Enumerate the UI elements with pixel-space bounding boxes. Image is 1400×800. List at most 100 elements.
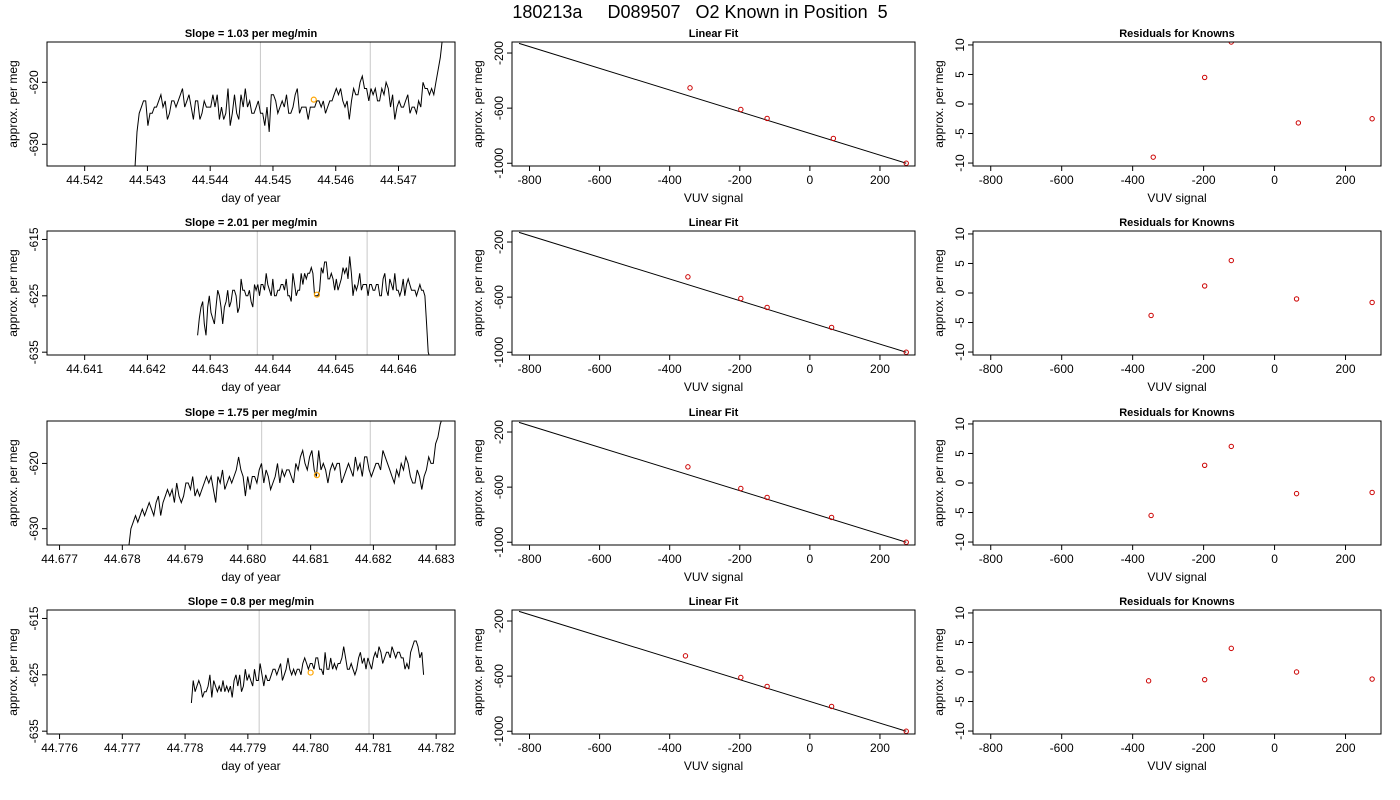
x-tick-label: 200 [870,173,890,187]
y-tick-label: 10 [953,38,967,52]
data-point [1293,296,1300,302]
y-axis-label: approx. per meg [932,628,946,715]
y-tick-label: -1000 [492,337,506,368]
y-tick-label: 0 [953,289,967,296]
x-tick-label: 44.678 [104,552,141,566]
x-tick-label: -200 [728,552,752,566]
y-tick-label: 10 [953,227,967,241]
trace-panel: Slope = 2.01 per meg/min 44.641 44.642 44.6… [6,217,456,394]
x-tick-label: -400 [1121,741,1145,755]
x-tick-label: 200 [870,362,890,376]
residual-panel: Residuals for Knowns -800 -600 -400 -200 0 200… [932,407,1382,584]
x-tick-label: 44.547 [380,173,417,187]
plot-frame [511,420,916,546]
y-axis-label: approx. per meg [471,628,485,715]
plot-frame [46,230,456,356]
x-tick-label: -600 [1050,362,1074,376]
fit-panel: Linear Fit -800 -600 -400 -200 0 200 -200 -600 -1… [471,28,916,205]
data-point [764,683,770,690]
data-point [682,653,689,659]
plot-frame [46,41,456,167]
x-tick-label: -800 [979,741,1003,755]
data-point [828,324,835,331]
plot-frame [972,609,1382,735]
x-tick-label: 44.643 [192,362,229,376]
x-tick-label: 200 [870,741,890,755]
x-tick-label: -600 [1050,173,1074,187]
x-tick-label: 44.782 [418,741,455,755]
residual-panel: Residuals for Knowns -800 -600 -400 -200 0 200… [932,217,1382,394]
plot-frame [972,230,1382,356]
panel-title: Residuals for Knowns [1119,407,1235,419]
panel-title: Slope = 0.8 per meg/min [188,596,315,608]
data-point [1369,299,1375,306]
x-tick-label: 44.781 [355,741,392,755]
x-tick-label: 0 [807,552,814,566]
y-tick-label: -1000 [492,716,506,747]
x-tick-label: 44.780 [292,741,329,755]
data-point [685,464,691,470]
plot-frame [972,420,1382,546]
panel-title: Residuals for Knowns [1119,28,1235,40]
fit-panel: Linear Fit -800 -600 -400 -200 0 200 -200 -600 -1… [471,596,916,773]
x-tick-label: -400 [1121,362,1145,376]
x-tick-label: 44.542 [66,173,103,187]
panel-title: Residuals for Knowns [1119,596,1235,608]
x-tick-label: -400 [658,173,682,187]
data-point [1369,676,1375,682]
data-trace-line [134,42,443,166]
x-tick-label: 0 [807,741,814,755]
x-tick-label: -200 [1192,362,1216,376]
fit-panel: Linear Fit -800 -600 -400 -200 0 200 -200 -600 -1… [471,217,916,394]
x-tick-label: 200 [1336,741,1356,755]
x-tick-label: 0 [1271,741,1278,755]
x-tick-label: -600 [1050,552,1074,566]
x-tick-label: -800 [518,552,542,566]
x-axis-label: VUV signal [684,570,743,584]
x-tick-label: -800 [518,741,542,755]
residual-plot-area [1150,42,1375,160]
x-tick-label: -600 [588,552,612,566]
plot-frame [46,609,456,735]
panel-title: Residuals for Knowns [1119,217,1235,229]
data-point [1228,257,1234,264]
x-tick-label: -600 [588,173,612,187]
plot-frame [511,609,916,735]
x-tick-label: -400 [658,741,682,755]
x-tick-label: 0 [1271,552,1278,566]
data-point [738,106,744,113]
y-axis-label: approx. per meg [932,249,946,336]
panel-title: Slope = 1.03 per meg/min [185,28,318,40]
x-tick-label: 44.680 [230,552,267,566]
y-tick-label: 5 [953,71,967,78]
x-tick-label: -800 [979,552,1003,566]
fit-line [518,610,907,732]
y-tick-label: 0 [953,668,967,675]
x-axis-label: day of year [221,570,280,584]
residual-panel: Residuals for Knowns -800 -600 -400 -200 0 200… [932,28,1382,205]
x-tick-label: 200 [1336,552,1356,566]
x-tick-label: -600 [588,362,612,376]
x-axis-label: VUV signal [1147,191,1206,205]
plot-frame [511,41,916,167]
residual-plot-area [1148,443,1375,519]
fit-line [518,421,907,543]
residual-plot-area [1145,645,1375,684]
y-tick-label: -10 [953,722,967,740]
data-point [738,295,744,302]
x-tick-label: -200 [728,741,752,755]
trace-panel: Slope = 1.75 per meg/min 44.677 44.678 44.6… [6,407,456,584]
x-tick-label: 0 [1271,173,1278,187]
y-tick-label: 10 [953,417,967,431]
trace-panel: Slope = 1.03 per meg/min 44.542 44.543 44.5… [6,28,456,205]
y-axis-label: approx. per meg [6,249,20,336]
x-tick-label: 44.644 [255,362,292,376]
y-axis-label: approx. per meg [6,60,20,147]
y-tick-label: -200 [492,230,506,254]
data-point [1201,283,1208,289]
panel-title: Linear Fit [689,596,739,608]
y-tick-label: -615 [27,606,41,630]
data-point [830,135,837,142]
data-point [738,485,744,492]
x-tick-label: 44.681 [292,552,329,566]
